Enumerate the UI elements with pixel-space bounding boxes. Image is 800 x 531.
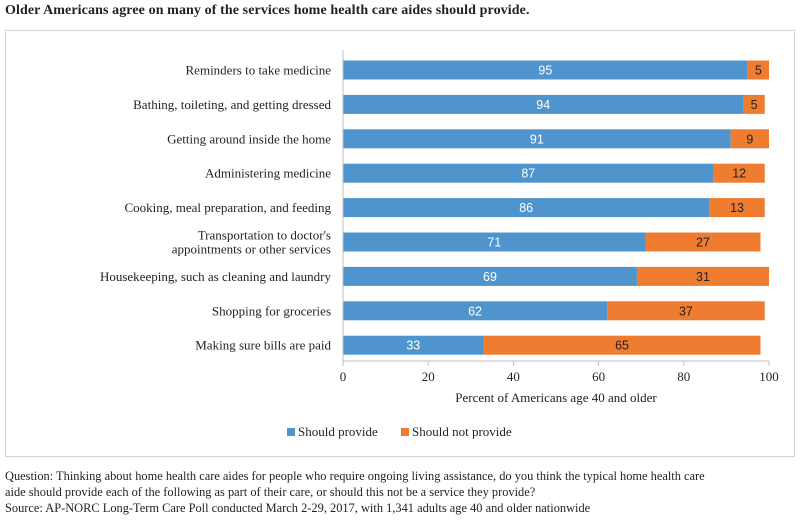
category-label: Cooking, meal preparation, and feeding <box>125 200 332 215</box>
category-label: Getting around inside the home <box>167 131 331 146</box>
bar-segment <box>730 129 769 149</box>
data-label: 65 <box>615 339 629 353</box>
data-label: 37 <box>679 304 693 318</box>
data-label: 71 <box>487 236 501 250</box>
question-text-line-1: Question: Thinking about home health car… <box>5 469 705 483</box>
legend-swatch <box>287 428 295 436</box>
chart-frame <box>5 30 795 457</box>
data-label: 5 <box>751 98 758 112</box>
bar-segment <box>343 335 484 355</box>
x-tick-label: 80 <box>677 369 690 384</box>
bar-segment <box>343 266 637 286</box>
data-label: 13 <box>730 201 744 215</box>
data-label: 95 <box>538 64 552 78</box>
data-label: 69 <box>483 270 497 284</box>
x-tick-label: 60 <box>592 369 605 384</box>
question-text-line-2: aide should provide each of the followin… <box>5 485 536 499</box>
x-tick-label: 20 <box>422 369 435 384</box>
bar-segment <box>709 198 765 218</box>
data-label: 87 <box>521 167 535 181</box>
bar-segment <box>343 60 748 80</box>
chart-title: Older Americans agree on many of the ser… <box>5 3 530 18</box>
data-label: 62 <box>468 304 482 318</box>
data-label: 27 <box>696 236 710 250</box>
category-label: Administering medicine <box>205 166 331 181</box>
legend-swatch <box>401 428 409 436</box>
bar-segment <box>343 94 744 114</box>
bar-segment <box>636 266 769 286</box>
bar-segment <box>343 163 714 183</box>
data-label: 94 <box>536 98 550 112</box>
data-label: 91 <box>530 132 544 146</box>
data-label: 12 <box>732 167 746 181</box>
bar-segment <box>343 129 731 149</box>
x-tick-label: 40 <box>507 369 520 384</box>
category-label: Shopping for groceries <box>212 303 331 318</box>
footnote: Question: Thinking about home health car… <box>5 468 795 516</box>
category-label: Reminders to take medicine <box>186 63 332 78</box>
bar-segment <box>483 335 761 355</box>
bar-segment <box>743 94 765 114</box>
category-label: Making sure bills are paid <box>195 338 331 353</box>
x-tick-label: 100 <box>759 369 779 384</box>
category-label: Transportation to doctor's appointments o… <box>172 228 331 257</box>
category-label: Bathing, toileting, and getting dressed <box>133 97 331 112</box>
bar-segment <box>713 163 765 183</box>
data-label: 9 <box>746 132 753 146</box>
legend-label: Should provide <box>298 424 378 439</box>
data-label: 86 <box>519 201 533 215</box>
bar-segment <box>607 301 765 321</box>
x-axis-title: Percent of Americans age 40 and older <box>455 390 657 405</box>
bar-segment <box>645 232 761 252</box>
bar-segment <box>343 232 646 252</box>
bar-segment <box>343 198 710 218</box>
data-label: 33 <box>406 339 420 353</box>
data-label: 31 <box>696 270 710 284</box>
legend-label: Should not provide <box>412 424 512 439</box>
bar-segment <box>343 301 608 321</box>
x-tick-label: 0 <box>340 369 347 384</box>
data-label: 5 <box>755 64 762 78</box>
source-text: Source: AP-NORC Long-Term Care Poll cond… <box>5 501 591 515</box>
category-label: Housekeeping, such as cleaning and laund… <box>100 269 332 284</box>
bar-segment <box>747 60 769 80</box>
